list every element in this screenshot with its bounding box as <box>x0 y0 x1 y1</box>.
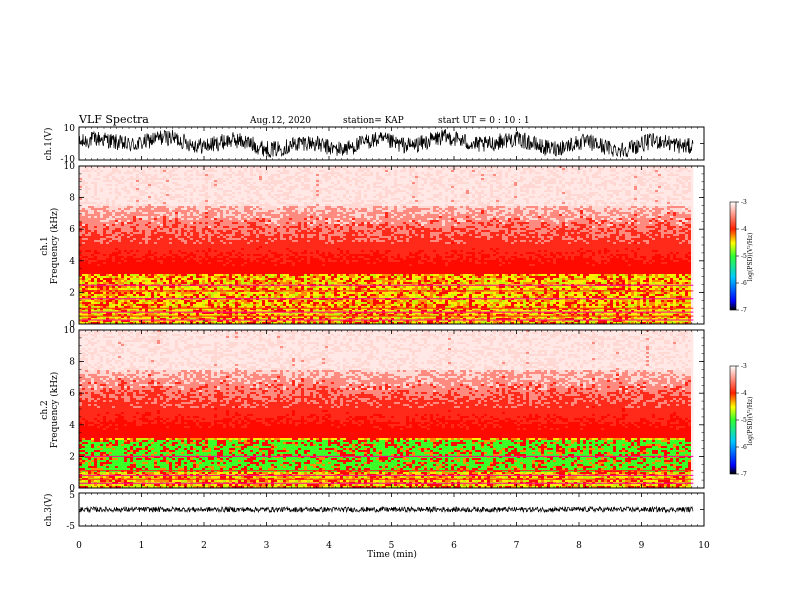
ch2-spectrogram-panel: 0 2 4 6 8 10 ch.2 Frequency (kHz) -3 -4 -5 -6 -7 … <box>40 326 754 494</box>
cb1ticks-label-0: -3 <box>741 199 747 206</box>
ch1-ytick-top: 10 <box>64 124 76 134</box>
ch1-colorbar-scale <box>729 201 737 311</box>
ytick1-label-10: 10 <box>64 162 76 172</box>
ch1-spectrogram-ylabel-channel: ch.1 <box>40 236 50 255</box>
ch3-waveform-trace <box>79 492 704 527</box>
ch1-colorbar-ticks: -3 -4 -5 -6 -7 <box>736 199 747 314</box>
time-tick-label-6: 6 <box>451 541 457 551</box>
ch2-spectrogram-yticks: 0 2 4 6 8 10 <box>64 326 704 494</box>
ch2-spectrogram-ylabel-channel: ch.2 <box>40 400 50 419</box>
ch2-colorbar-scale <box>729 365 737 475</box>
time-tick-label-8: 8 <box>576 541 582 551</box>
cb1ticks-label-3: -6 <box>741 280 747 287</box>
time-tick-label-1: 1 <box>139 541 145 551</box>
time-tick-label-2: 2 <box>201 541 207 551</box>
ytick1-label-4: 4 <box>69 257 75 267</box>
ch1-colorbar: -3 -4 -5 -6 -7 log(PSD)(V²/Hz) <box>729 199 754 314</box>
wave1-line <box>79 129 694 159</box>
ytick2-label-2: 2 <box>69 452 75 462</box>
cb2ticks-label-1: -4 <box>741 390 747 397</box>
ytick2-label-0: 0 <box>69 484 75 494</box>
wave3-line <box>79 505 694 514</box>
cb2ticks-label-3: -6 <box>741 444 747 451</box>
cb1ticks-label-1: -4 <box>741 226 747 233</box>
ch2-colorbar: -3 -4 -5 -6 -7 log(PSD)(V²/Hz) <box>729 363 754 478</box>
cb1ticks-label-4: -7 <box>741 307 747 314</box>
cb2ticks-label-2: -5 <box>741 417 747 424</box>
cb1ticks-label-2: -5 <box>741 253 747 260</box>
cb2ticks-label-0: -3 <box>741 363 747 370</box>
time-axis-ticks: 0 1 2 3 4 5 6 7 8 9 10 <box>76 127 710 551</box>
ch1-waveform-panel: 10 -10 ch.1(V) <box>43 124 705 165</box>
ytick2-label-6: 6 <box>69 389 75 399</box>
ytick1-label-0: 0 <box>69 320 75 330</box>
ytick2-label-8: 8 <box>69 358 75 368</box>
time-axis-label: Time (min) <box>367 549 417 560</box>
ch2-spectrogram-ylabel: Frequency (kHz) <box>49 372 60 449</box>
ch1-spectrogram-yticks: 0 2 4 6 8 10 <box>64 162 704 330</box>
ch1-colorbar-label: log(PSD)(V²/Hz) <box>747 233 754 282</box>
ch2-colorbar-ticks: -3 -4 -5 -6 -7 <box>736 363 747 478</box>
ch3-waveform-ylabel: ch.3(V) <box>43 494 54 527</box>
time-tick-label-5: 5 <box>389 541 395 551</box>
ch1-spectrogram-image <box>79 166 694 324</box>
time-tick-label-7: 7 <box>514 541 520 551</box>
ch3-ytick-top: 5 <box>69 491 75 501</box>
ytick1-label-2: 2 <box>69 288 75 298</box>
ch1-ytick-bottom: -10 <box>61 155 76 165</box>
ytick2-label-10: 10 <box>64 326 76 336</box>
ch1-spectrogram-ylabel: Frequency (kHz) <box>49 208 60 285</box>
figure-title: VLF Spectra <box>78 113 149 126</box>
start-time-label: start UT = 0 : 10 : 1 <box>438 116 530 126</box>
ytick1-label-6: 6 <box>69 225 75 235</box>
time-tick-label-9: 9 <box>639 541 645 551</box>
date-label: Aug.12, 2020 <box>249 116 311 126</box>
ytick1-label-8: 8 <box>69 194 75 204</box>
ch3-waveform-panel: 5 -5 ch.3(V) <box>43 491 705 532</box>
time-tick-label-10: 10 <box>698 541 710 551</box>
cb2ticks-label-4: -7 <box>741 471 747 478</box>
time-tick-label-3: 3 <box>264 541 270 551</box>
ch1-waveform-trace <box>79 126 704 161</box>
ch2-spectrogram-image <box>79 330 694 488</box>
time-tick-label-0: 0 <box>76 541 82 551</box>
ch2-colorbar-label: log(PSD)(V²/Hz) <box>747 397 754 446</box>
station-label: station= KAP <box>343 116 404 126</box>
ch1-spectrogram-panel: 0 2 4 6 8 10 ch.1 Frequency (kHz) -3 -4 -5 -6 -7 … <box>40 162 754 330</box>
ch3-ytick-bottom: -5 <box>66 522 75 532</box>
time-tick-label-4: 4 <box>326 541 332 551</box>
ch1-waveform-ylabel: ch.1(V) <box>43 128 54 161</box>
ytick2-label-4: 4 <box>69 421 75 431</box>
